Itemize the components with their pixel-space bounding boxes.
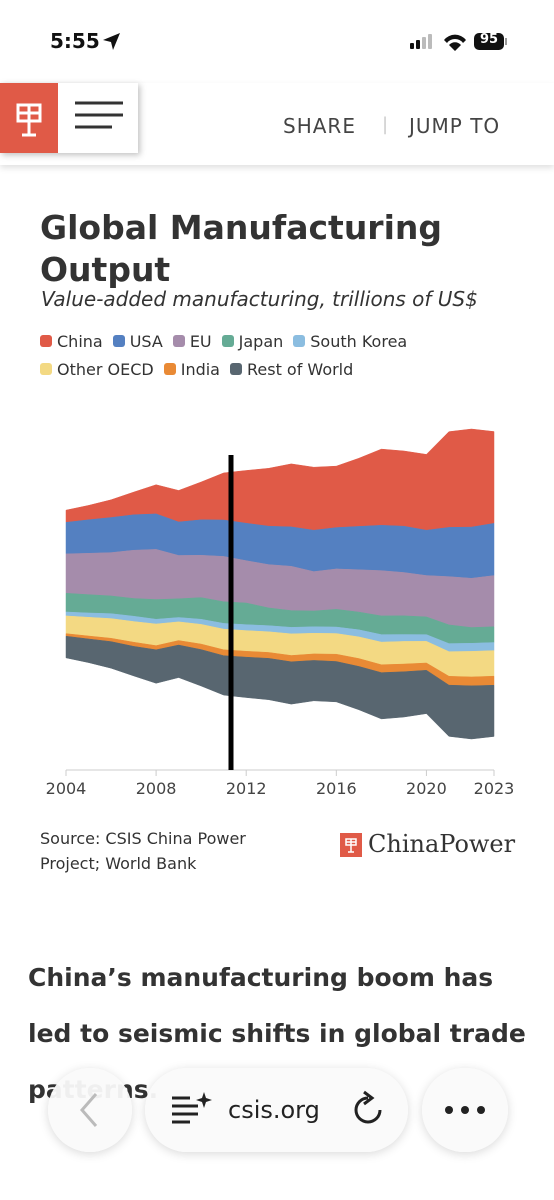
share-link[interactable]: SHARE: [283, 114, 356, 138]
chart-title: Global Manufacturing Output: [40, 208, 443, 289]
x-tick-label: 2008: [136, 779, 177, 798]
status-icons: [410, 33, 507, 51]
legend-swatch: [112, 335, 125, 347]
legend-label: India: [180, 359, 220, 379]
legend-item: India: [163, 359, 220, 379]
legend-swatch: [40, 363, 52, 375]
source: Source: CSIS China Power Project; World …: [40, 829, 246, 873]
legend-swatch: [229, 363, 242, 375]
reader-icon: [172, 1092, 212, 1124]
back-button[interactable]: [48, 1068, 132, 1152]
location-icon: [103, 33, 120, 50]
legend-item: Japan: [221, 331, 284, 351]
legend-item: EU: [172, 331, 212, 351]
legend-swatch: [293, 335, 306, 347]
legend-item: Rest of World: [229, 359, 354, 379]
status-time: 5:55: [50, 29, 100, 53]
reload-icon: [354, 1090, 382, 1124]
x-tick-label: 2016: [316, 779, 357, 798]
legend-swatch: [163, 363, 176, 375]
legend-label: South Korea: [310, 331, 408, 351]
x-tick-label: 2020: [406, 779, 447, 798]
legend-label: Other OECD: [57, 359, 154, 379]
legend-swatch: [172, 335, 185, 347]
legend-label: China: [57, 331, 103, 351]
legend-item: USA: [112, 331, 163, 351]
logo-menu: [0, 83, 123, 153]
legend-swatch: [40, 335, 52, 347]
url: csis.org: [228, 1096, 320, 1124]
article-text: China’s manufacturing boom has led to se…: [28, 963, 526, 1104]
legend-item: South Korea: [293, 331, 407, 351]
address-bar[interactable]: [145, 1068, 408, 1152]
legend-item: Other OECD: [40, 359, 154, 379]
legend-item: China: [40, 331, 103, 351]
legend-label: Rest of World: [246, 359, 354, 379]
more-icon: [445, 1106, 485, 1114]
jump-to-link[interactable]: JUMP TO: [409, 114, 501, 138]
x-tick-label: 2023: [474, 779, 515, 798]
brand-icon: [340, 833, 362, 857]
legend-label: USA: [129, 331, 163, 351]
x-tick-label: 2004: [46, 779, 87, 798]
x-tick-label: 2012: [226, 779, 267, 798]
back-icon: [80, 1093, 98, 1127]
legend-swatch: [221, 335, 234, 347]
legend-label: Japan: [238, 331, 284, 351]
legend-label: EU: [189, 331, 212, 351]
legend: China USA EU Japan South Korea Other OECD Indi…: [40, 331, 440, 379]
separator: |: [382, 114, 389, 135]
brand: ChinaPower: [368, 830, 516, 858]
battery-level: 95: [479, 32, 499, 47]
stream-area: [65, 635, 495, 740]
chart-subtitle: Value-added manufacturing, trillions of …: [41, 287, 478, 311]
